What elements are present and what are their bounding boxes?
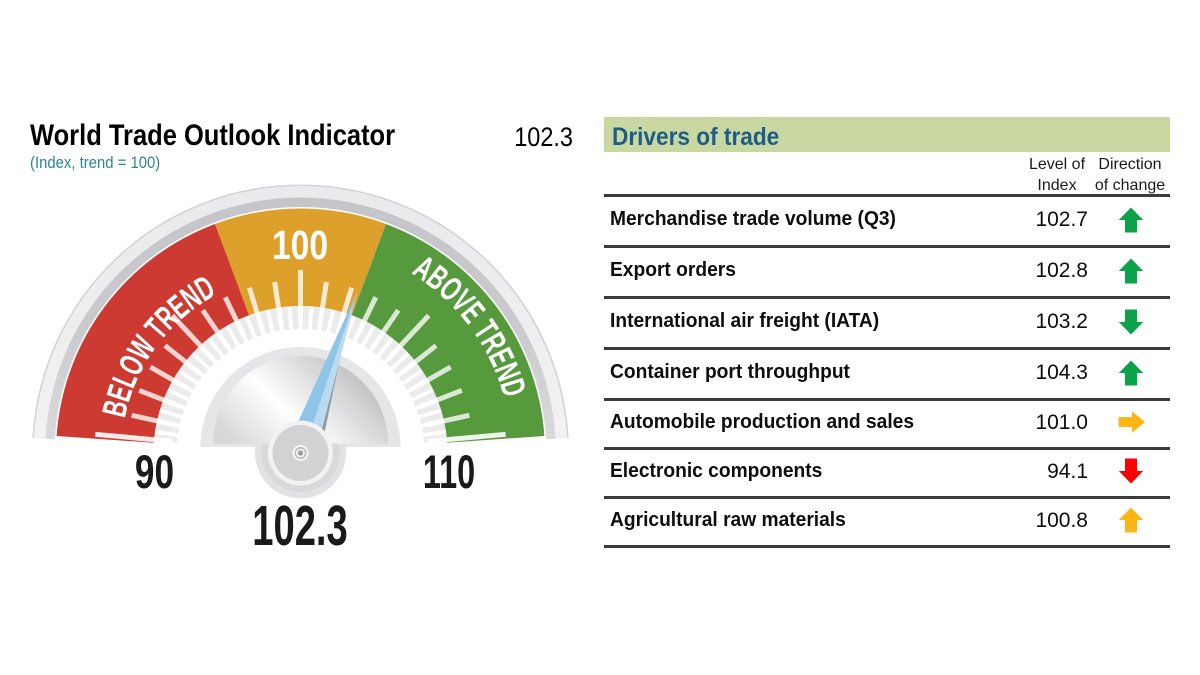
svg-text:102.3: 102.3 bbox=[252, 494, 348, 557]
svg-text:100: 100 bbox=[272, 222, 328, 268]
svg-text:110: 110 bbox=[423, 445, 475, 499]
svg-text:90: 90 bbox=[135, 445, 174, 498]
